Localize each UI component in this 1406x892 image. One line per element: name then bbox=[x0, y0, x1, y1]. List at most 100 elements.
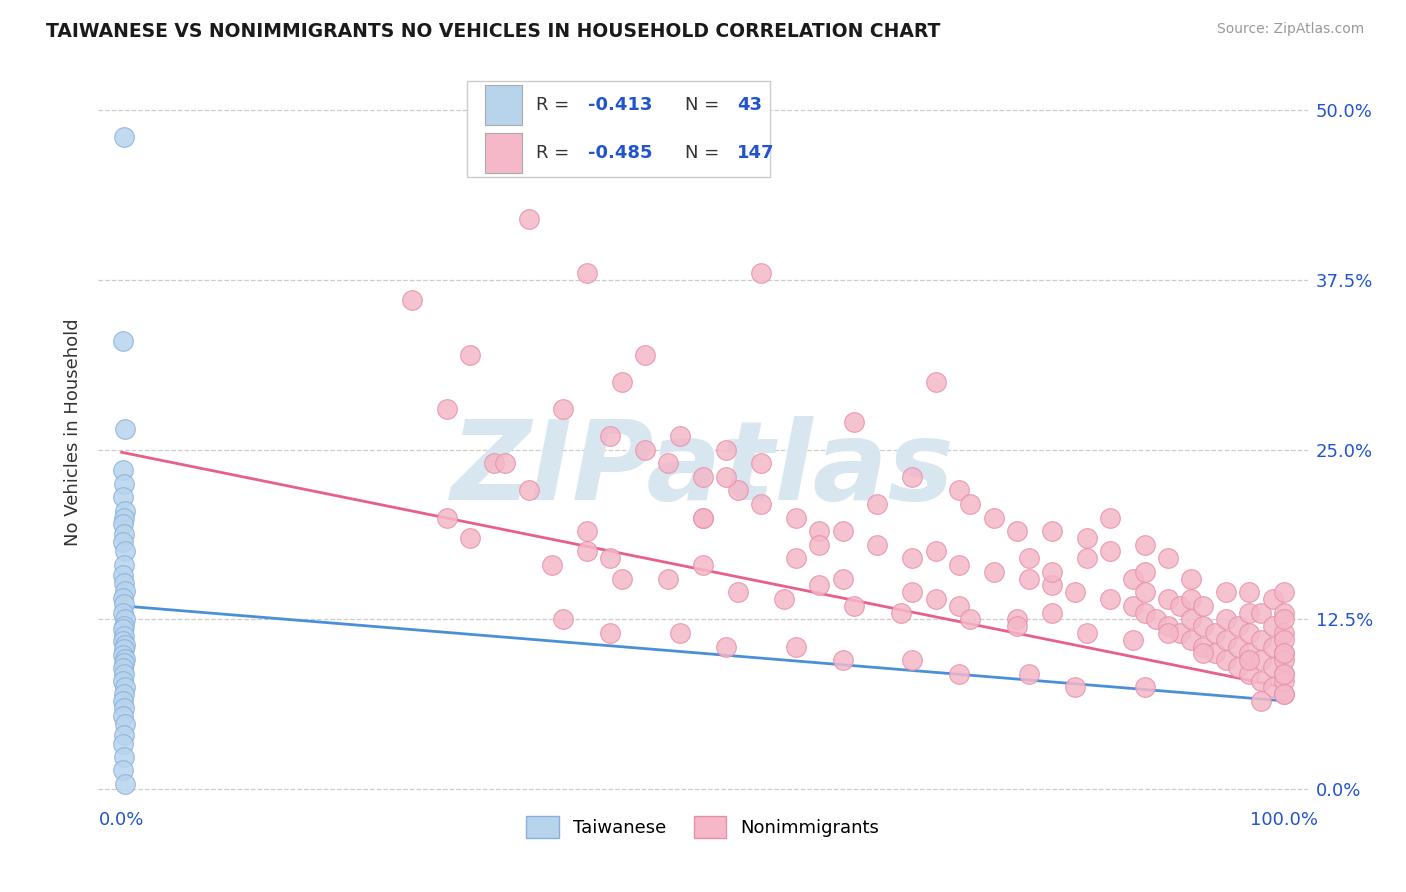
Point bbox=[112, 558, 135, 572]
Point bbox=[1272, 632, 1295, 647]
Point bbox=[1261, 619, 1284, 633]
Point bbox=[112, 642, 135, 657]
Point bbox=[111, 661, 134, 675]
Point bbox=[1272, 646, 1295, 660]
Point bbox=[112, 700, 135, 714]
FancyBboxPatch shape bbox=[467, 81, 769, 178]
Point bbox=[1180, 592, 1202, 607]
Point bbox=[1122, 599, 1144, 613]
Text: TAIWANESE VS NONIMMIGRANTS NO VEHICLES IN HOUSEHOLD CORRELATION CHART: TAIWANESE VS NONIMMIGRANTS NO VEHICLES I… bbox=[46, 22, 941, 41]
Point bbox=[668, 626, 690, 640]
Point bbox=[111, 738, 134, 752]
Point bbox=[1133, 606, 1156, 620]
Point bbox=[692, 558, 714, 572]
Point bbox=[111, 567, 134, 582]
Point bbox=[610, 572, 633, 586]
Point bbox=[1192, 646, 1215, 660]
Text: N =: N = bbox=[685, 96, 725, 114]
Point bbox=[948, 483, 970, 498]
Point bbox=[1272, 653, 1295, 667]
Point bbox=[540, 558, 562, 572]
Point bbox=[844, 416, 866, 430]
Point bbox=[1250, 606, 1272, 620]
Point bbox=[114, 504, 136, 518]
Point bbox=[959, 612, 981, 626]
Point bbox=[983, 510, 1005, 524]
Point bbox=[831, 572, 853, 586]
Point bbox=[114, 544, 136, 558]
Point bbox=[436, 510, 458, 524]
Point bbox=[1157, 626, 1180, 640]
Point bbox=[959, 497, 981, 511]
Point bbox=[1018, 666, 1040, 681]
Point bbox=[114, 638, 136, 652]
Point bbox=[1239, 626, 1261, 640]
Point bbox=[785, 510, 807, 524]
Point bbox=[657, 572, 679, 586]
Point bbox=[1226, 619, 1249, 633]
Text: N =: N = bbox=[685, 145, 725, 162]
Point bbox=[727, 585, 749, 599]
Point bbox=[1239, 606, 1261, 620]
Point bbox=[1215, 612, 1237, 626]
Point bbox=[668, 429, 690, 443]
Point bbox=[1215, 653, 1237, 667]
Bar bbox=[485, 85, 522, 126]
Point bbox=[983, 565, 1005, 579]
Point bbox=[1272, 585, 1295, 599]
Point bbox=[1226, 640, 1249, 654]
Point bbox=[112, 749, 135, 764]
Point bbox=[111, 334, 134, 348]
Point bbox=[111, 648, 134, 662]
Point bbox=[1157, 592, 1180, 607]
Point bbox=[111, 634, 134, 648]
Point bbox=[1133, 585, 1156, 599]
Point bbox=[1250, 673, 1272, 688]
Point bbox=[1018, 572, 1040, 586]
Point bbox=[610, 375, 633, 389]
Point bbox=[112, 130, 135, 145]
Point bbox=[901, 551, 924, 566]
Point bbox=[901, 469, 924, 483]
Point bbox=[1133, 565, 1156, 579]
Point bbox=[111, 591, 134, 605]
Point bbox=[808, 524, 831, 538]
Point bbox=[401, 293, 423, 308]
Point bbox=[1040, 524, 1063, 538]
Point bbox=[112, 575, 135, 590]
Point bbox=[553, 401, 575, 416]
Point bbox=[1098, 592, 1121, 607]
Point bbox=[111, 694, 134, 708]
Point bbox=[657, 456, 679, 470]
Point bbox=[716, 469, 738, 483]
Point bbox=[1272, 666, 1295, 681]
Point bbox=[727, 483, 749, 498]
Point bbox=[890, 606, 912, 620]
Text: 147: 147 bbox=[737, 145, 775, 162]
Text: -0.485: -0.485 bbox=[588, 145, 652, 162]
Point bbox=[112, 728, 135, 742]
Point bbox=[1215, 585, 1237, 599]
Point bbox=[844, 599, 866, 613]
Point bbox=[112, 687, 135, 701]
Point bbox=[1192, 640, 1215, 654]
Point bbox=[575, 544, 598, 558]
Point bbox=[1215, 632, 1237, 647]
Point bbox=[1180, 572, 1202, 586]
Point bbox=[111, 606, 134, 620]
Point bbox=[575, 266, 598, 280]
Point bbox=[1005, 612, 1028, 626]
Text: R =: R = bbox=[536, 145, 575, 162]
Point bbox=[1261, 681, 1284, 695]
Text: R =: R = bbox=[536, 96, 575, 114]
Point bbox=[1272, 606, 1295, 620]
Point bbox=[517, 483, 540, 498]
Point bbox=[773, 592, 796, 607]
Text: ZIPatlas: ZIPatlas bbox=[451, 417, 955, 523]
Point bbox=[1133, 538, 1156, 552]
Point bbox=[460, 347, 482, 361]
Point bbox=[1239, 646, 1261, 660]
Point bbox=[1204, 626, 1226, 640]
Point bbox=[1157, 551, 1180, 566]
Point bbox=[1018, 551, 1040, 566]
